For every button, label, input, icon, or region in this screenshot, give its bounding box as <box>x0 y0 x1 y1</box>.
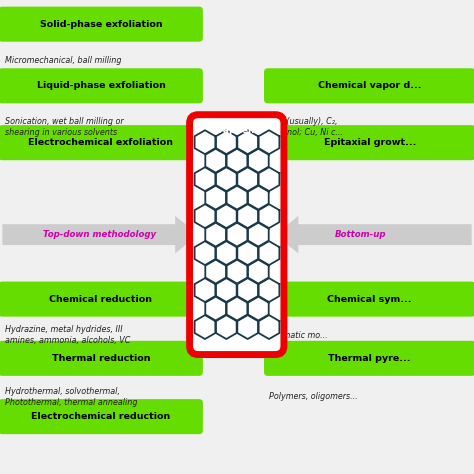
Polygon shape <box>195 167 215 191</box>
FancyBboxPatch shape <box>0 399 203 434</box>
Polygon shape <box>259 204 279 228</box>
Polygon shape <box>248 297 269 320</box>
Polygon shape <box>227 186 247 210</box>
Text: Thermal reduction: Thermal reduction <box>52 354 150 363</box>
Text: Epitaxial growt...: Epitaxial growt... <box>324 138 416 147</box>
Polygon shape <box>227 260 247 283</box>
FancyBboxPatch shape <box>264 68 474 103</box>
FancyBboxPatch shape <box>0 7 203 42</box>
Polygon shape <box>216 130 237 154</box>
Polygon shape <box>237 130 258 154</box>
Text: Chemical sym...: Chemical sym... <box>328 295 412 303</box>
Polygon shape <box>259 315 279 339</box>
Polygon shape <box>259 278 279 302</box>
Polygon shape <box>227 223 247 246</box>
Polygon shape <box>2 216 198 254</box>
Polygon shape <box>216 167 237 191</box>
Polygon shape <box>227 297 247 320</box>
Text: Thermal pyre...: Thermal pyre... <box>328 354 411 363</box>
Polygon shape <box>237 278 258 302</box>
Text: Bottom-up: Bottom-up <box>335 230 386 239</box>
FancyBboxPatch shape <box>0 341 203 376</box>
Polygon shape <box>237 204 258 228</box>
Text: Graphene: Graphene <box>212 338 262 346</box>
FancyBboxPatch shape <box>264 125 474 160</box>
Polygon shape <box>275 216 472 254</box>
Polygon shape <box>227 149 247 173</box>
Polygon shape <box>248 223 269 246</box>
Text: Chemical reduction: Chemical reduction <box>49 295 153 303</box>
FancyBboxPatch shape <box>0 125 203 160</box>
Polygon shape <box>205 149 226 173</box>
Text: Solid-phase exfoliation: Solid-phase exfoliation <box>40 20 162 28</box>
Polygon shape <box>237 241 258 265</box>
Polygon shape <box>259 167 279 191</box>
Polygon shape <box>216 204 237 228</box>
Text: Hydrazine, metal hydrides, III
amines, ammonia, alcohols, VC: Hydrazine, metal hydrides, III amines, a… <box>5 325 130 345</box>
Polygon shape <box>195 241 215 265</box>
Polygon shape <box>195 204 215 228</box>
Polygon shape <box>237 315 258 339</box>
Text: Top-down methodology: Top-down methodology <box>43 230 156 239</box>
FancyBboxPatch shape <box>0 282 203 317</box>
FancyBboxPatch shape <box>264 282 474 317</box>
Polygon shape <box>205 186 226 210</box>
Polygon shape <box>248 186 269 210</box>
Text: Chemical vapor d...: Chemical vapor d... <box>318 82 421 90</box>
Polygon shape <box>259 130 279 154</box>
Polygon shape <box>205 297 226 320</box>
Text: Electrochemical exfoliation: Electrochemical exfoliation <box>28 138 173 147</box>
Text: Micromechanical, ball milling: Micromechanical, ball milling <box>5 56 121 65</box>
Polygon shape <box>205 260 226 283</box>
Polygon shape <box>216 241 237 265</box>
Text: Sonication, wet ball milling or
shearing in various solvents: Sonication, wet ball milling or shearing… <box>5 117 123 137</box>
Polygon shape <box>205 223 226 246</box>
Text: Polymers, oligomers...: Polymers, oligomers... <box>269 392 358 401</box>
Polygon shape <box>195 130 215 154</box>
Polygon shape <box>248 149 269 173</box>
Polygon shape <box>195 278 215 302</box>
Text: Hydrothermal, solvothermal,
Photothermal, thermal annealing: Hydrothermal, solvothermal, Photothermal… <box>5 387 137 407</box>
Text: Graphene: Graphene <box>212 126 262 135</box>
FancyBboxPatch shape <box>0 68 203 103</box>
Text: Aromatic mo...: Aromatic mo... <box>269 331 328 339</box>
Text: Electrochemical reduction: Electrochemical reduction <box>31 412 171 421</box>
Text: CH₄ (usually), C₂,
ethanol; Cu, Ni c...: CH₄ (usually), C₂, ethanol; Cu, Ni c... <box>269 117 343 137</box>
Text: Liquid-phase exfoliation: Liquid-phase exfoliation <box>36 82 165 90</box>
Polygon shape <box>195 315 215 339</box>
Polygon shape <box>259 241 279 265</box>
Polygon shape <box>216 278 237 302</box>
FancyBboxPatch shape <box>264 341 474 376</box>
Polygon shape <box>248 260 269 283</box>
Polygon shape <box>237 167 258 191</box>
FancyBboxPatch shape <box>190 115 284 355</box>
Polygon shape <box>216 315 237 339</box>
